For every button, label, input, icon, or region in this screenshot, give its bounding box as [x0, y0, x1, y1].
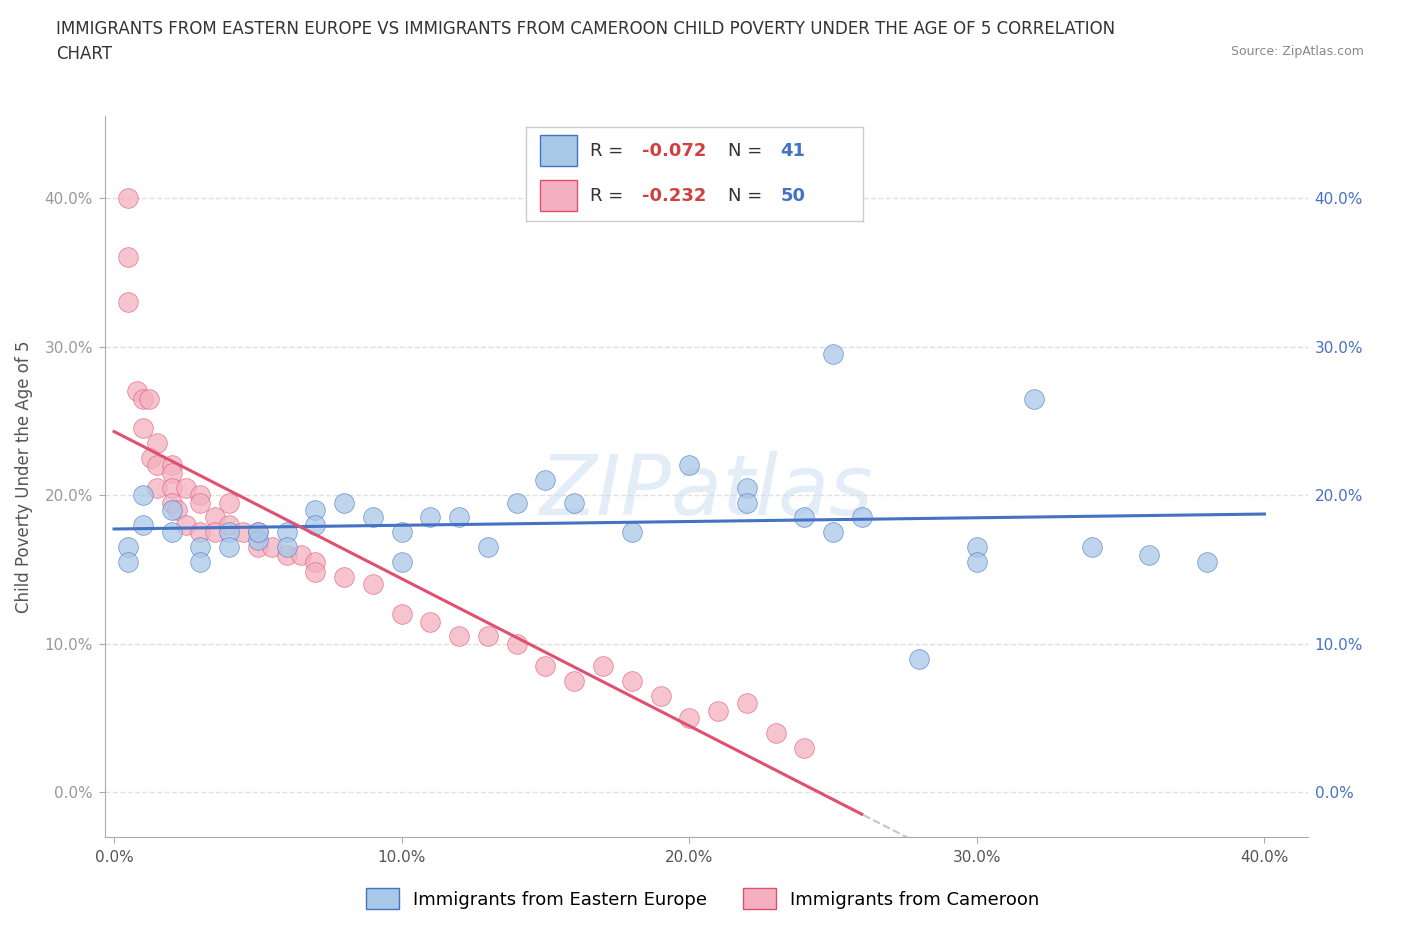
Point — [333, 569, 356, 584]
Text: Source: ZipAtlas.com: Source: ZipAtlas.com — [1230, 45, 1364, 58]
Point — [765, 725, 787, 740]
Point — [449, 510, 471, 525]
Point — [1024, 392, 1046, 406]
Point — [620, 525, 643, 539]
Point — [735, 696, 758, 711]
Point — [534, 472, 557, 487]
Point — [188, 554, 212, 569]
Point — [160, 525, 183, 539]
Point — [262, 539, 284, 554]
Point — [127, 384, 149, 399]
Point — [132, 517, 155, 532]
Point — [419, 510, 441, 525]
Point — [218, 539, 240, 554]
Point — [735, 495, 758, 510]
Point — [204, 510, 226, 525]
Point — [304, 565, 326, 580]
Point — [160, 502, 183, 517]
Point — [160, 495, 183, 510]
Point — [246, 525, 269, 539]
Point — [117, 191, 139, 206]
Point — [138, 392, 160, 406]
Y-axis label: Child Poverty Under the Age of 5: Child Poverty Under the Age of 5 — [15, 340, 34, 613]
Point — [735, 480, 758, 495]
Point — [188, 525, 212, 539]
Point — [477, 629, 499, 644]
Point — [160, 458, 183, 473]
Point — [391, 525, 413, 539]
Point — [1139, 547, 1161, 562]
Point — [146, 480, 169, 495]
Point — [246, 525, 269, 539]
Point — [276, 539, 298, 554]
Point — [678, 458, 700, 473]
Point — [506, 636, 529, 651]
Point — [391, 606, 413, 621]
Point — [218, 525, 240, 539]
Point — [419, 614, 441, 629]
Point — [146, 458, 169, 473]
Point — [707, 703, 730, 718]
Point — [592, 658, 614, 673]
Point — [304, 554, 326, 569]
Point — [650, 688, 672, 703]
Point — [218, 517, 240, 532]
Point — [276, 547, 298, 562]
Point — [793, 740, 815, 755]
Point — [117, 539, 139, 554]
Point — [449, 629, 471, 644]
Point — [908, 651, 931, 666]
Point — [174, 517, 197, 532]
Point — [290, 547, 312, 562]
Point — [132, 487, 155, 502]
Point — [276, 525, 298, 539]
Point — [188, 487, 212, 502]
Point — [562, 495, 585, 510]
Point — [361, 510, 384, 525]
Point — [506, 495, 529, 510]
Point — [246, 539, 269, 554]
Point — [132, 421, 155, 436]
Text: ZIPatlas: ZIPatlas — [540, 450, 873, 532]
Legend: Immigrants from Eastern Europe, Immigrants from Cameroon: Immigrants from Eastern Europe, Immigran… — [359, 881, 1047, 916]
Point — [333, 495, 356, 510]
Point — [391, 554, 413, 569]
Point — [620, 673, 643, 688]
Point — [361, 577, 384, 591]
Point — [117, 250, 139, 265]
Point — [188, 539, 212, 554]
Point — [160, 480, 183, 495]
Point — [141, 451, 163, 466]
Point — [851, 510, 873, 525]
Point — [821, 347, 844, 362]
Text: CHART: CHART — [56, 45, 112, 62]
Point — [477, 539, 499, 554]
Point — [678, 711, 700, 725]
Point — [132, 392, 155, 406]
Text: IMMIGRANTS FROM EASTERN EUROPE VS IMMIGRANTS FROM CAMEROON CHILD POVERTY UNDER T: IMMIGRANTS FROM EASTERN EUROPE VS IMMIGR… — [56, 20, 1115, 38]
Point — [204, 525, 226, 539]
Point — [1195, 554, 1218, 569]
Point — [966, 539, 988, 554]
Point — [160, 466, 183, 481]
Point — [188, 495, 212, 510]
Point — [1081, 539, 1104, 554]
Point — [304, 502, 326, 517]
Point — [966, 554, 988, 569]
Point — [821, 525, 844, 539]
Point — [232, 525, 254, 539]
Point — [562, 673, 585, 688]
Point — [304, 517, 326, 532]
Point — [534, 658, 557, 673]
Point — [793, 510, 815, 525]
Point — [218, 495, 240, 510]
Point — [117, 295, 139, 310]
Point — [246, 532, 269, 547]
Point — [117, 554, 139, 569]
Point — [174, 480, 197, 495]
Point — [166, 502, 188, 517]
Point — [146, 436, 169, 451]
